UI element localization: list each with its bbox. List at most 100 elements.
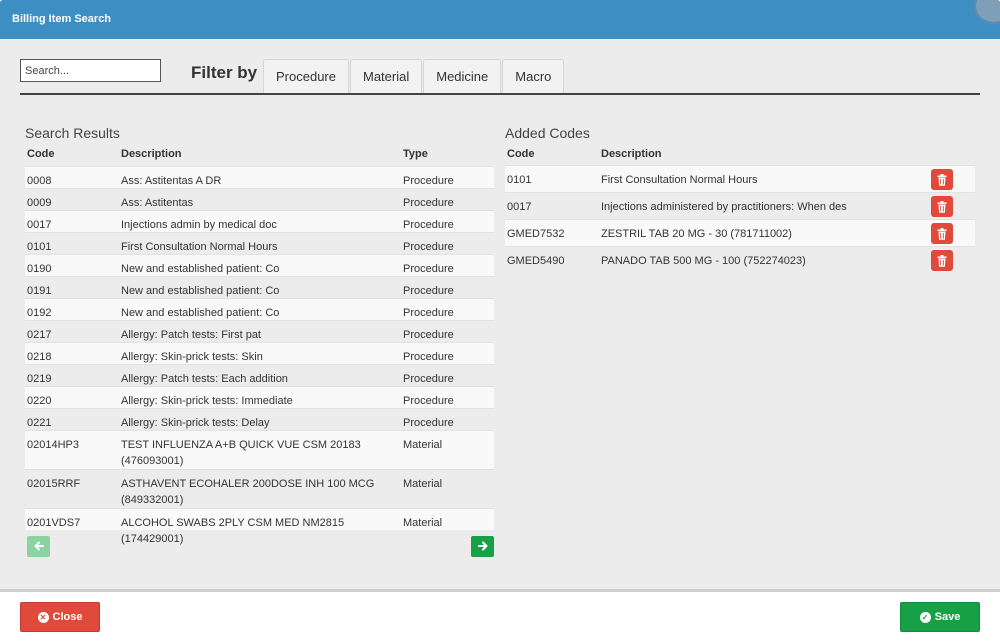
row-type: Procedure	[403, 395, 454, 407]
table-row[interactable]: 0201VDS7 ALCOHOL SWABS 2PLY CSM MED NM281…	[25, 508, 494, 545]
row-code: 0221	[27, 417, 52, 429]
row-code: 02015RRF	[27, 478, 81, 490]
tab-material[interactable]: Material	[349, 59, 423, 94]
table-row[interactable]: 0192 New and established patient: Co Proce…	[25, 298, 494, 320]
added-codes-title: Added Codes	[505, 125, 590, 141]
next-page-button[interactable]	[471, 536, 494, 557]
arrow-right-icon	[477, 541, 487, 551]
row-code: 0017	[27, 219, 52, 231]
row-type: Procedure	[403, 241, 454, 253]
close-button-label: Close	[52, 611, 83, 623]
results-description-header: Description	[121, 148, 182, 160]
row-description: TEST INFLUENZA A+B QUICK VUE CSM 20183 (…	[121, 439, 361, 467]
table-row[interactable]: 0017 Injections admin by medical doc Proce…	[25, 210, 494, 232]
added-codes-table: 0101 First Consultation Normal Hours 0017 I…	[505, 165, 975, 273]
row-code: 0017	[507, 201, 532, 213]
table-row[interactable]: 0218 Allergy: Skin-prick tests: Skin Proce…	[25, 342, 494, 364]
results-code-header: Code	[27, 148, 55, 160]
row-description: Injections administered by practitioners…	[601, 201, 847, 213]
previous-page-button[interactable]	[27, 536, 50, 557]
row-code: 0101	[27, 241, 52, 253]
row-description: Ass: Astitentas	[121, 197, 194, 209]
trash-icon	[937, 200, 947, 213]
delete-code-button[interactable]	[931, 250, 953, 271]
row-type: Procedure	[403, 197, 454, 209]
row-code: 0008	[27, 175, 52, 187]
delete-code-button[interactable]	[931, 196, 953, 217]
row-code: GMED5490	[507, 255, 565, 267]
row-type: Procedure	[403, 417, 454, 429]
row-code: 0192	[27, 307, 52, 319]
results-type-header: Type	[403, 148, 428, 160]
table-row[interactable]: 0220 Allergy: Skin-prick tests: Immediate…	[25, 386, 494, 408]
table-row[interactable]: 0221 Allergy: Skin-prick tests: Delay Proc…	[25, 408, 494, 430]
search-results-table: 0008 Ass: Astitentas A DR Procedure 0009 Ass…	[25, 166, 494, 545]
tab-macro[interactable]: Macro	[502, 59, 565, 94]
row-type: Procedure	[403, 329, 454, 341]
row-code: 0219	[27, 373, 52, 385]
row-code: 0190	[27, 263, 52, 275]
row-description: Allergy: Skin-prick tests: Immediate	[121, 395, 293, 407]
row-description: PANADO TAB 500 MG - 100 (752274023)	[601, 255, 806, 267]
save-button[interactable]: ✓ Save	[900, 602, 980, 632]
table-row: 0101 First Consultation Normal Hours	[505, 165, 975, 192]
delete-code-button[interactable]	[931, 223, 953, 244]
search-input[interactable]	[20, 59, 161, 82]
row-description: Allergy: Skin-prick tests: Skin	[121, 351, 263, 363]
table-row[interactable]: 0217 Allergy: Patch tests: First pat Proce…	[25, 320, 494, 342]
row-description: Injections admin by medical doc	[121, 219, 277, 231]
filter-tabs: Procedure Material Medicine Macro	[263, 59, 565, 94]
tab-procedure[interactable]: Procedure	[263, 59, 349, 94]
row-type: Procedure	[403, 219, 454, 231]
trash-icon	[937, 227, 947, 240]
table-row[interactable]: 0009 Ass: Astitentas Procedure	[25, 188, 494, 210]
window-title: Billing Item Search	[12, 13, 112, 25]
row-description: First Consultation Normal Hours	[601, 174, 758, 186]
table-row[interactable]: 0219 Allergy: Patch tests: Each addition P…	[25, 364, 494, 386]
row-description: ASTHAVENT ECOHALER 200DOSE INH 100 MCG (…	[121, 478, 375, 506]
row-type: Material	[403, 517, 443, 529]
save-button-label: Save	[934, 611, 961, 623]
table-row[interactable]: 0008 Ass: Astitentas A DR Procedure	[25, 166, 494, 188]
row-type: Material	[403, 478, 443, 490]
row-description: ZESTRIL TAB 20 MG - 30 (781711002)	[601, 228, 792, 240]
table-row[interactable]: 0101 First Consultation Normal Hours Proce…	[25, 232, 494, 254]
row-code: 0217	[27, 329, 52, 341]
table-row[interactable]: 02015RRF ASTHAVENT ECOHALER 200DOSE INH 1…	[25, 469, 494, 508]
row-code: 0218	[27, 351, 52, 363]
table-row[interactable]: 0191 New and established patient: Co Proce…	[25, 276, 494, 298]
row-code: GMED7532	[507, 228, 565, 240]
table-row: GMED5490 PANADO TAB 500 MG - 100 (7522740…	[505, 246, 975, 273]
table-row: 0017 Injections administered by practitio…	[505, 192, 975, 219]
row-description: New and established patient: Co	[121, 307, 280, 319]
footer-bar	[0, 592, 1000, 642]
row-description: Allergy: Patch tests: First pat	[121, 329, 261, 341]
table-row[interactable]: 02014HP3 TEST INFLUENZA A+B QUICK VUE CSM…	[25, 430, 494, 469]
row-code: 0009	[27, 197, 52, 209]
arrow-left-icon	[34, 541, 44, 551]
row-code: 0101	[507, 174, 532, 186]
search-results-title: Search Results	[25, 125, 120, 141]
row-description: Allergy: Skin-prick tests: Delay	[121, 417, 270, 429]
added-code-header: Code	[507, 148, 535, 160]
close-circle-icon: ✕	[37, 611, 49, 623]
row-code: 0201VDS7	[27, 517, 81, 529]
row-type: Procedure	[403, 307, 454, 319]
tab-medicine[interactable]: Medicine	[423, 59, 502, 94]
row-type: Procedure	[403, 373, 454, 385]
trash-icon	[937, 254, 947, 267]
row-type: Procedure	[403, 351, 454, 363]
filter-label: Filter by	[191, 63, 258, 82]
row-code: 0220	[27, 395, 52, 407]
table-row[interactable]: 0190 New and established patient: Co Proce…	[25, 254, 494, 276]
row-description: Ass: Astitentas A DR	[121, 175, 222, 187]
avatar	[974, 0, 1000, 24]
trash-icon	[937, 173, 947, 186]
close-button[interactable]: ✕ Close	[20, 602, 100, 632]
row-type: Procedure	[403, 175, 454, 187]
row-code: 02014HP3	[27, 439, 79, 451]
delete-code-button[interactable]	[931, 169, 953, 190]
row-type: Procedure	[403, 285, 454, 297]
table-row: GMED7532 ZESTRIL TAB 20 MG - 30 (78171100…	[505, 219, 975, 246]
row-code: 0191	[27, 285, 52, 297]
